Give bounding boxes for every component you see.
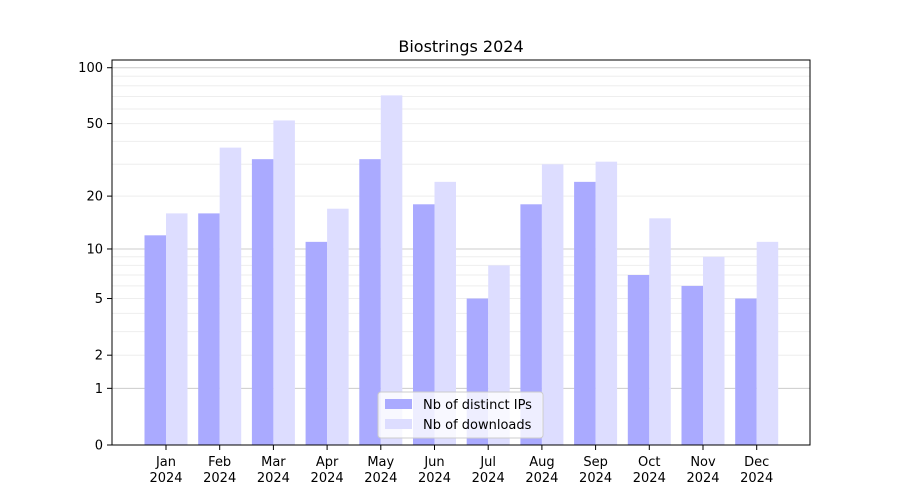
bar [520, 204, 542, 445]
bar [251, 159, 274, 445]
y-tick-label: 2 [95, 349, 103, 364]
legend-swatch [385, 419, 412, 429]
x-tick-label: Jun 2024 [418, 455, 451, 486]
bar [735, 298, 757, 445]
x-axis: Jan 2024 Feb 2024 Mar 2024 Apr 2024 May 2024 Jun 20… [149, 445, 773, 486]
x-tick-label: Jul 2024 [472, 455, 505, 486]
bar [681, 285, 703, 445]
x-tick-label: Mar 2024 [257, 455, 290, 486]
y-tick-label: 5 [95, 292, 103, 307]
x-tick-label: Nov 2024 [686, 455, 719, 486]
bar [627, 275, 650, 445]
bar [198, 213, 220, 445]
y-tick-label: 100 [78, 61, 103, 76]
bar [359, 159, 381, 445]
chart-title: Biostrings 2024 [398, 37, 523, 56]
bar [305, 241, 328, 445]
x-tick-label: Aug 2024 [525, 455, 558, 486]
bar [595, 161, 618, 445]
bar [144, 235, 166, 445]
x-tick-label: Feb 2024 [203, 455, 236, 486]
bar [413, 204, 435, 445]
y-tick-label: 0 [95, 439, 103, 454]
legend: Nb of distinct IPs Nb of downloads [377, 391, 544, 439]
x-tick-label: Apr 2024 [311, 455, 344, 486]
y-tick-label: 20 [86, 190, 103, 205]
y-axis: 0 1 2 5 10 20 50 100 [78, 61, 112, 454]
bar [273, 120, 295, 445]
legend-swatch [385, 399, 412, 409]
bar [574, 181, 596, 446]
bar [703, 256, 725, 445]
x-tick-label: Sep 2024 [579, 455, 612, 486]
x-tick-label: Dec 2024 [740, 455, 773, 486]
y-tick-label: 10 [86, 242, 103, 257]
legend-box [377, 391, 544, 439]
x-tick-label: May 2024 [364, 455, 397, 486]
bar [541, 164, 564, 445]
x-tick-label: Oct 2024 [633, 455, 666, 486]
bar [166, 213, 188, 445]
y-tick-label: 1 [95, 382, 103, 397]
bar [649, 218, 671, 445]
x-tick-label: Jan 2024 [149, 455, 182, 486]
bar [756, 241, 779, 445]
bar [380, 95, 403, 445]
y-tick-label: 50 [86, 117, 103, 132]
bar [327, 208, 349, 445]
legend-label: Nb of downloads [423, 418, 532, 433]
bar [219, 147, 242, 445]
bar [434, 181, 456, 446]
legend-label: Nb of distinct IPs [423, 398, 532, 413]
plot-frame [111, 59, 811, 446]
